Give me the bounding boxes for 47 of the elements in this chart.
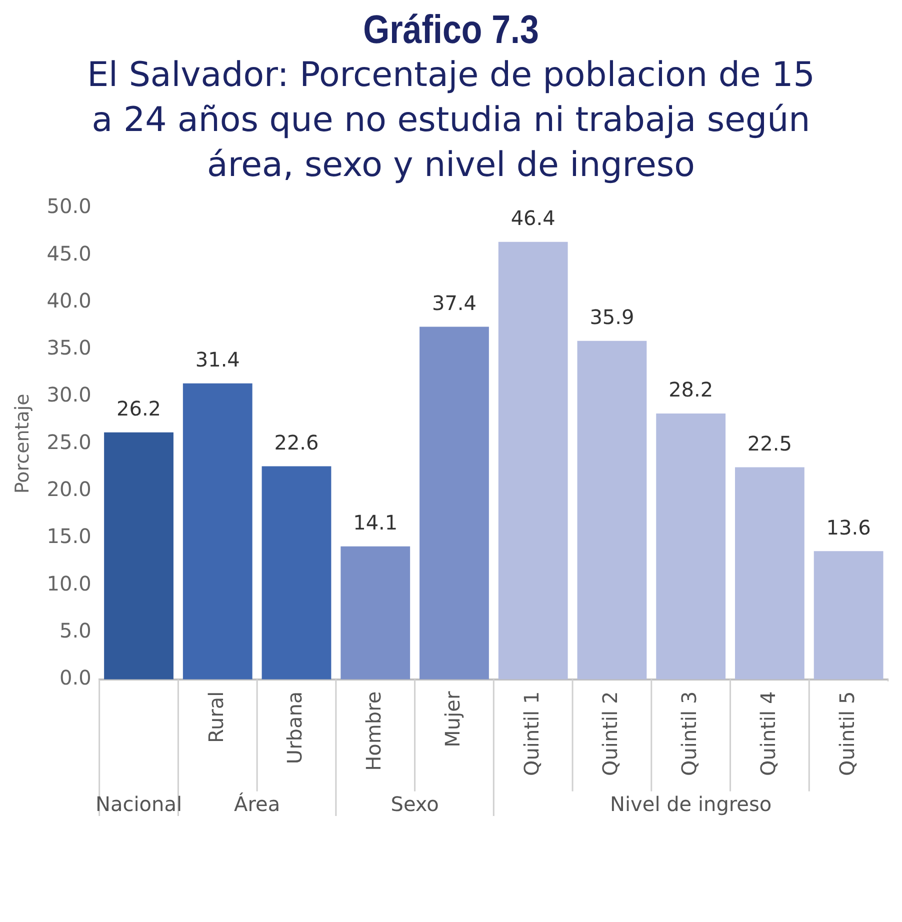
data-label: 46.4	[510, 206, 556, 230]
data-label: 35.9	[590, 305, 634, 330]
x-tick-label: Quintil 1	[519, 691, 544, 776]
x-tick-label: Rural	[204, 691, 228, 744]
bar	[182, 383, 252, 680]
y-tick-label: 10.0	[46, 571, 92, 596]
data-label: 37.4	[432, 290, 476, 315]
bar	[262, 466, 332, 680]
x-tick-label: Quintil 3	[677, 691, 702, 776]
y-tick-label: 50.0	[46, 194, 92, 218]
chart-subtitle: El Salvador: Porcentaje de poblacion de 15 a 24 años que no estudia ni trabaja según área, sexo y nivel de ingreso	[86, 54, 816, 187]
x-tick-label: Hombre	[362, 691, 386, 771]
data-label: 13.6	[826, 515, 871, 540]
data-label: 22.5	[747, 431, 792, 456]
y-tick-label: 25.0	[46, 430, 92, 454]
bar	[104, 432, 174, 680]
text: Área	[234, 792, 280, 816]
bar	[498, 242, 568, 680]
bar	[735, 467, 804, 680]
bar	[814, 551, 884, 680]
x-tick-label: Quintil 5	[834, 691, 859, 776]
y-tick-label: 40.0	[46, 288, 92, 312]
text: Sexo	[390, 792, 439, 816]
text: Nivel de ingreso	[610, 792, 772, 816]
data-label: 26.2	[116, 396, 162, 421]
y-tick-label: 20.0	[46, 476, 92, 501]
y-tick-label: 45.0	[46, 241, 92, 266]
y-tick-label: 0.0	[60, 666, 92, 690]
data-label: 31.4	[195, 348, 240, 372]
y-tick-label: 5.0	[60, 618, 92, 642]
data-label: 28.2	[668, 378, 714, 402]
y-axis-title: Porcentaje	[11, 394, 34, 494]
bar	[340, 546, 410, 680]
x-tick-label: Quintil 4	[756, 691, 780, 776]
bar	[656, 413, 726, 680]
bar	[420, 326, 489, 680]
y-tick-label: 30.0	[46, 382, 92, 407]
x-tick-label: Mujer	[440, 690, 464, 748]
x-tick-label: Quintil 2	[598, 691, 622, 776]
y-tick-label: 15.0	[46, 524, 92, 548]
x-tick-label: Urbana	[282, 691, 307, 764]
data-label: 14.1	[353, 510, 398, 535]
text: Nacional	[96, 792, 182, 816]
y-tick-label: 35.0	[46, 336, 92, 360]
data-label: 22.6	[274, 430, 319, 454]
bar	[577, 340, 647, 680]
chart-title: Gráfico 7.3	[362, 8, 540, 53]
